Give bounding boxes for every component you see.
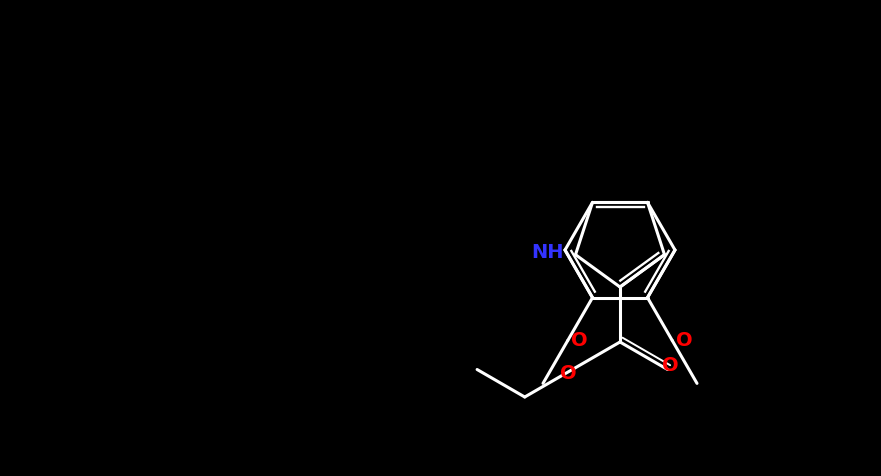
Text: O: O — [663, 356, 679, 375]
Text: O: O — [560, 364, 577, 383]
Text: O: O — [572, 331, 588, 350]
Text: NH: NH — [531, 243, 564, 262]
Text: O: O — [676, 331, 692, 350]
